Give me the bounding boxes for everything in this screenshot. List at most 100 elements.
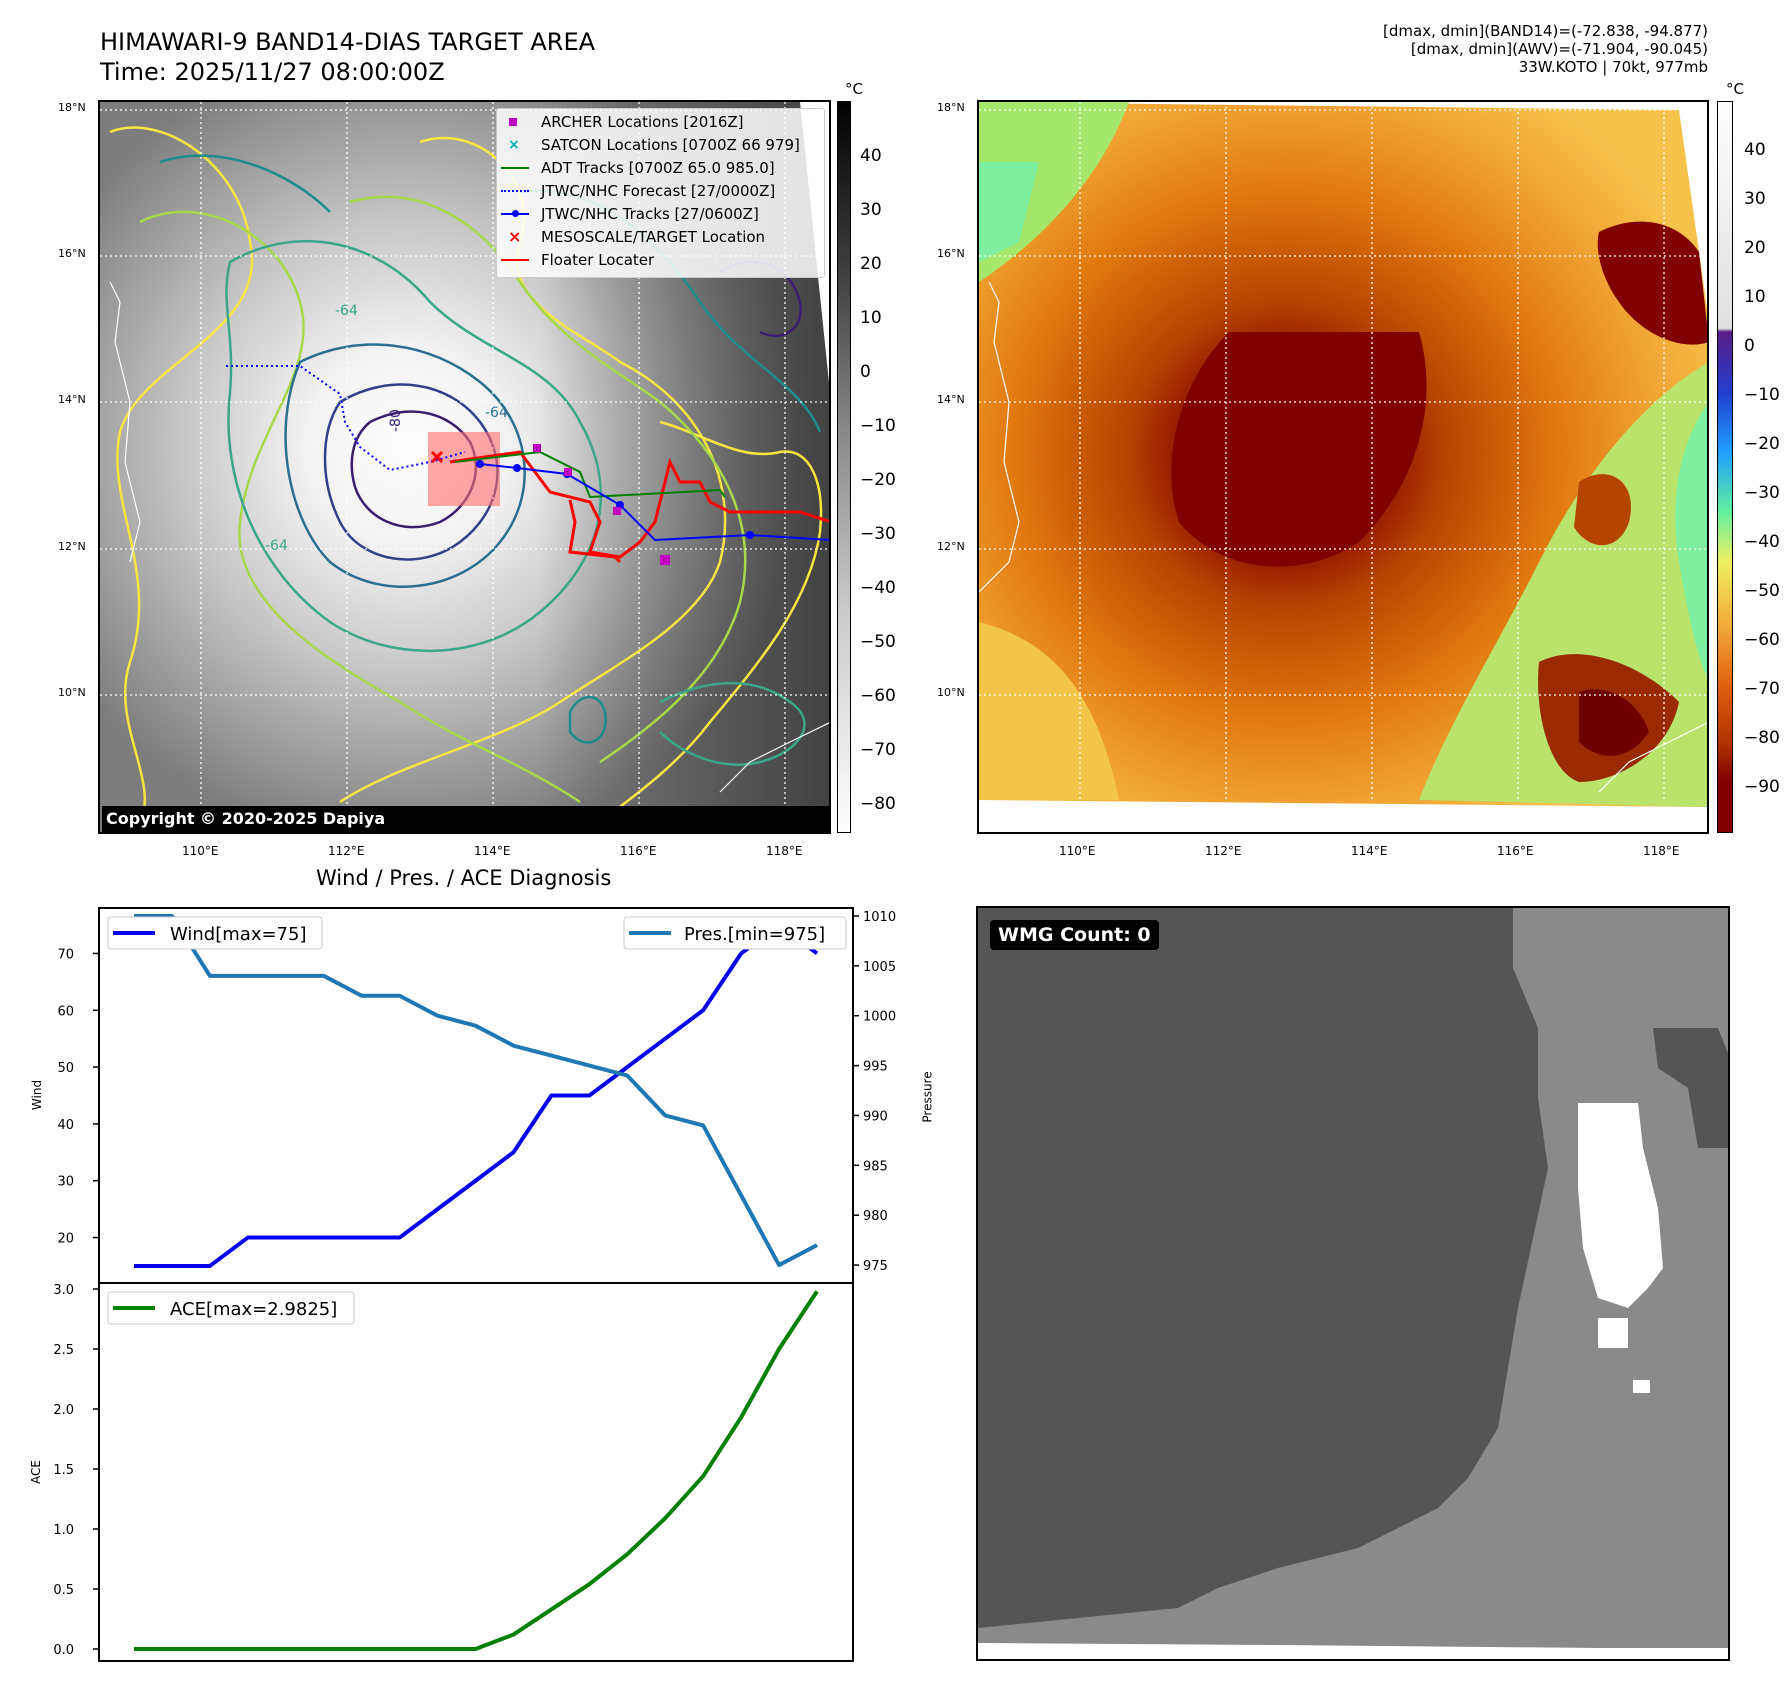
lon-label: 114°E [474, 844, 511, 858]
pressure-legend-label: Pres.[min=975] [684, 924, 825, 945]
cbar-tick: −40 [1744, 532, 1780, 552]
lon-label: 118°E [766, 844, 803, 858]
diagnosis-charts: 203040506070975980985990995100010051010 … [53, 907, 896, 1662]
lon-label: 118°E [1643, 844, 1680, 858]
colorbar-gray [837, 101, 851, 833]
x-marker-icon: × [508, 137, 520, 153]
pressure-legend: Pres.[min=975] [623, 916, 847, 950]
wind-ytick-label: 60 [57, 1004, 74, 1019]
colorbar-gray-unit: °C [845, 80, 863, 98]
ace-ytick-label: 0.0 [53, 1643, 74, 1658]
wind-ytick-label: 50 [57, 1061, 74, 1076]
info-line-awv: [dmax, dmin](AWV)=(-71.904, -90.045) [1410, 40, 1708, 58]
info-line-storm: 33W.KOTO | 70kt, 977mb [1518, 58, 1708, 76]
ir-color-map [977, 100, 1709, 834]
ir-color-map-graphics [979, 102, 1707, 807]
wind-chart-frame [98, 907, 854, 1284]
ace-ytick-label: 2.5 [53, 1343, 74, 1358]
ace-ytick-label: 0.5 [53, 1583, 74, 1598]
ace-ytick-label: 2.0 [53, 1403, 74, 1418]
pressure-ytick-label: 1010 [863, 910, 896, 925]
contour-label: -64 [335, 303, 358, 319]
lat-label: 10°N [937, 686, 965, 699]
x-marker-icon: × [508, 227, 522, 246]
map-legend: ARCHER Locations [2016Z] × SATCON Locati… [496, 108, 825, 278]
cbar-tick: −30 [860, 524, 896, 544]
lat-label: 16°N [937, 247, 965, 260]
ace-legend: ACE[max=2.9825] [107, 1291, 355, 1325]
lon-label: 116°E [1497, 844, 1534, 858]
cbar-tick: 10 [1744, 287, 1766, 307]
lon-label: 112°E [328, 844, 365, 858]
copyright-banner: Copyright © 2020-2025 Dapiya [102, 806, 829, 832]
colorbar-color [1717, 101, 1733, 833]
lat-label: 16°N [58, 247, 86, 260]
pressure-ytick-label: 980 [863, 1209, 888, 1224]
cbar-tick: −90 [1744, 777, 1780, 797]
lon-label: 112°E [1205, 844, 1242, 858]
info-block: [dmax, dmin](BAND14)=(-72.838, -94.877) … [1383, 22, 1708, 76]
info-line-band14: [dmax, dmin](BAND14)=(-72.838, -94.877) [1383, 22, 1708, 40]
cbar-tick: −80 [1744, 728, 1780, 748]
contour-label: -64 [485, 405, 508, 421]
cbar-tick: 0 [1744, 336, 1755, 356]
colorbar-color-unit: °C [1726, 80, 1744, 98]
cbar-tick: −20 [860, 470, 896, 490]
pressure-ytick-label: 995 [863, 1060, 888, 1075]
lat-label: 12°N [58, 540, 86, 553]
wind-ytick-label: 30 [57, 1175, 74, 1190]
cbar-tick: −40 [860, 578, 896, 598]
cbar-tick: 40 [1744, 140, 1766, 160]
pressure-ytick-label: 1005 [863, 960, 896, 975]
cbar-tick: −60 [1744, 630, 1780, 650]
wind-legend-label: Wind[max=75] [170, 924, 307, 945]
cbar-tick: −60 [860, 686, 896, 706]
wind-pressure-chart: 20 30 40 50 60 70 975 980 985 990 995 1000 1005 1010 [57, 910, 896, 1274]
cbar-tick: 20 [860, 254, 882, 274]
ace-ytick-label: 1.5 [53, 1463, 74, 1478]
cbar-tick: −70 [1744, 679, 1780, 699]
dotted-line-icon [501, 190, 529, 192]
cbar-tick: −20 [1744, 434, 1780, 454]
contour-label: -64 [265, 538, 288, 554]
wind-series-line [134, 923, 819, 1268]
ace-legend-label: ACE[max=2.9825] [170, 1299, 337, 1320]
cbar-tick: −70 [860, 740, 896, 760]
wind-ytick-label: 40 [57, 1118, 74, 1133]
ace-chart-frame [98, 1282, 854, 1662]
pressure-ytick-label: 1000 [863, 1010, 896, 1025]
wmg-panel: WMG Count: 0 [976, 906, 1730, 1661]
pressure-ytick-label: 990 [863, 1109, 888, 1124]
lon-label: 110°E [182, 844, 219, 858]
cbar-tick: −50 [1744, 581, 1780, 601]
lat-label: 12°N [937, 540, 965, 553]
cbar-tick: −80 [860, 794, 896, 814]
cbar-tick: 40 [860, 146, 882, 166]
pressure-series-line [134, 913, 818, 1268]
lat-label: 10°N [58, 686, 86, 699]
ace-chart: 0.0 0.5 1.0 1.5 2.0 2.5 3.0 [53, 1283, 819, 1658]
wmg-graphics [978, 908, 1728, 1659]
ace-ytick-label: 1.0 [53, 1523, 74, 1538]
cbar-tick: 30 [1744, 189, 1766, 209]
figure-title-line2: Time: 2025/11/27 08:00:00Z [100, 58, 445, 86]
cbar-tick: −10 [1744, 385, 1780, 405]
square-marker-icon [509, 118, 517, 126]
pressure-ytick-label: 985 [863, 1159, 888, 1174]
cbar-tick: 30 [860, 200, 882, 220]
cbar-tick: −30 [1744, 483, 1780, 503]
line-marker-icon [501, 167, 529, 169]
lat-label: 18°N [58, 101, 86, 114]
line-marker-icon [501, 259, 529, 261]
cbar-tick: 20 [1744, 238, 1766, 258]
ace-series-line [134, 1290, 819, 1651]
figure-title-line1: HIMAWARI-9 BAND14-DIAS TARGET AREA [100, 28, 596, 56]
lat-label: 18°N [937, 101, 965, 114]
cbar-tick: 0 [860, 362, 871, 382]
lat-label: 14°N [937, 393, 965, 406]
diagnosis-title: Wind / Pres. / ACE Diagnosis [316, 866, 612, 890]
pressure-ytick-label: 975 [863, 1259, 888, 1274]
cbar-tick: −50 [860, 632, 896, 652]
wind-legend: Wind[max=75] [107, 916, 323, 950]
wind-ytick-label: 20 [57, 1232, 74, 1247]
